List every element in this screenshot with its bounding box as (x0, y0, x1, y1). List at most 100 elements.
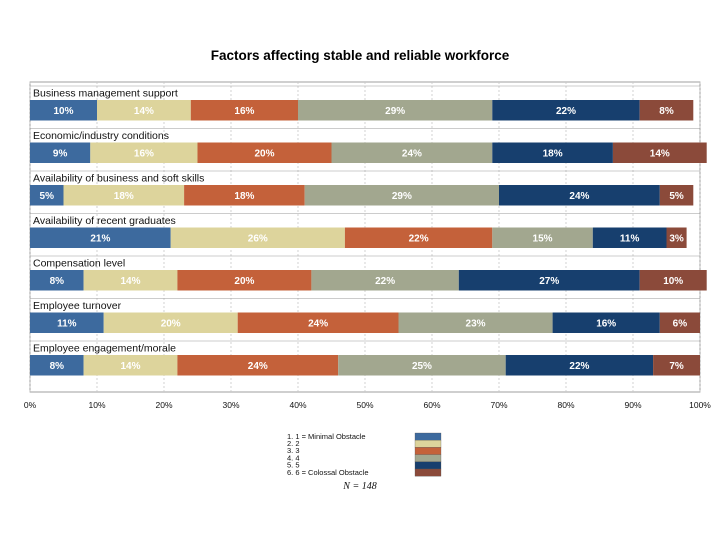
bar-segment (30, 312, 104, 333)
bar-value-label: 10% (53, 106, 73, 117)
bar-value-label: 8% (50, 276, 65, 287)
bar-value-label: 14% (650, 148, 670, 159)
legend-label: 6. 6 = Colossal Obstacle (287, 468, 369, 477)
bar-segment (83, 355, 178, 376)
bar-segment (331, 142, 493, 163)
bar-value-label: 22% (569, 361, 589, 372)
bar-value-label: 10% (663, 276, 683, 287)
bar-value-label: 14% (120, 361, 140, 372)
legend-swatch (414, 447, 442, 455)
bar-segment (653, 355, 700, 376)
bar-segment (592, 227, 667, 248)
grid-lines (29, 81, 701, 393)
bar-segment (97, 100, 191, 121)
bar-value-label: 24% (308, 318, 328, 329)
bar-segment (177, 270, 312, 291)
bar-value-label: 29% (392, 191, 412, 202)
bar-segment (499, 185, 660, 206)
bar-value-label: 6% (673, 318, 688, 329)
legend-label: 2. 2 (287, 439, 300, 448)
x-tick-label: 80% (557, 400, 574, 410)
bar-segment (30, 270, 84, 291)
x-tick-label: 50% (356, 400, 373, 410)
legend-swatch (414, 432, 442, 441)
bar-value-label: 21% (90, 233, 110, 244)
bar-value-label: 24% (248, 361, 268, 372)
legend-label: 3. 3 (287, 446, 300, 455)
legend-swatch (414, 440, 442, 448)
legend-label: 4. 4 (287, 453, 300, 462)
bar-segment (492, 142, 613, 163)
bar-value-label: 22% (556, 106, 576, 117)
bar-value-label: 25% (412, 361, 432, 372)
legend-label: 5. 5 (287, 461, 300, 470)
bar-value-label: 11% (57, 318, 77, 329)
bar-value-label: 5% (669, 191, 684, 202)
bar-value-label: 27% (539, 276, 559, 287)
x-tick-label: 100% (689, 400, 711, 410)
bar-segment (190, 100, 298, 121)
bar-value-label: 29% (385, 106, 405, 117)
x-tick-label: 90% (624, 400, 641, 410)
bar-value-label: 26% (248, 233, 268, 244)
bar-value-label: 20% (234, 276, 254, 287)
bar-value-label: 20% (254, 148, 274, 159)
bar-segment (177, 355, 339, 376)
bar-segment (338, 355, 506, 376)
bar-value-label: 22% (409, 233, 429, 244)
bar-value-label: 20% (161, 318, 181, 329)
x-tick-label: 40% (289, 400, 306, 410)
bar-value-label: 18% (234, 191, 254, 202)
bar-value-label: 24% (402, 148, 422, 159)
bar-segment (83, 270, 178, 291)
bar-value-label: 8% (659, 106, 674, 117)
bar-value-label: 16% (596, 318, 616, 329)
bar-value-label: 22% (375, 276, 395, 287)
bar-value-label: 18% (543, 148, 563, 159)
x-axis: 0% 10% 20% 30% 40% 50% 60% 70% 80% 90% 100% (24, 400, 711, 410)
bar-segment (30, 227, 171, 248)
bar-value-label: 3% (669, 233, 684, 244)
x-tick-label: 60% (423, 400, 440, 410)
bar-segment (304, 185, 499, 206)
category-label: Availability of business and soft skills (33, 173, 204, 185)
chart-title: Factors affecting stable and reliable wo… (211, 48, 510, 63)
category-label: Availability of recent graduates (33, 215, 176, 227)
bar-value-label: 16% (134, 148, 154, 159)
bar-segment (30, 355, 84, 376)
bar-segment (90, 142, 198, 163)
bar-value-label: 8% (50, 361, 65, 372)
bar-segment (398, 312, 553, 333)
bars: Business management support 10% 14% 16% 29% 2… (30, 88, 707, 376)
bar-segment (552, 312, 660, 333)
x-tick-label: 30% (222, 400, 239, 410)
bar-segment (612, 142, 707, 163)
x-tick-label: 10% (88, 400, 105, 410)
category-label: Business management support (33, 88, 178, 100)
x-tick-label: 70% (490, 400, 507, 410)
x-tick-label: 20% (155, 400, 172, 410)
bar-value-label: 9% (53, 148, 68, 159)
x-tick-label: 0% (24, 400, 37, 410)
bar-segment (659, 185, 694, 206)
bar-value-label: 14% (134, 106, 154, 117)
bar-value-label: 5% (40, 191, 55, 202)
bar-segment (505, 355, 654, 376)
bar-value-label: 15% (533, 233, 553, 244)
legend-swatch (414, 468, 442, 477)
sample-size-note: N = 148 (342, 481, 376, 492)
bar-segment (184, 185, 305, 206)
legend-label: 1. 1 = Minimal Obstacle (287, 432, 366, 441)
bar-segment (63, 185, 185, 206)
bar-segment (639, 270, 707, 291)
bar-segment (311, 270, 459, 291)
bar-segment (237, 312, 399, 333)
bar-segment (103, 312, 238, 333)
category-label: Employee turnover (33, 300, 122, 312)
bar-value-label: 7% (669, 361, 684, 372)
category-label: Economic/industry conditions (33, 130, 169, 142)
bar-segment (492, 100, 640, 121)
bar-value-label: 24% (569, 191, 589, 202)
bar-segment (344, 227, 493, 248)
